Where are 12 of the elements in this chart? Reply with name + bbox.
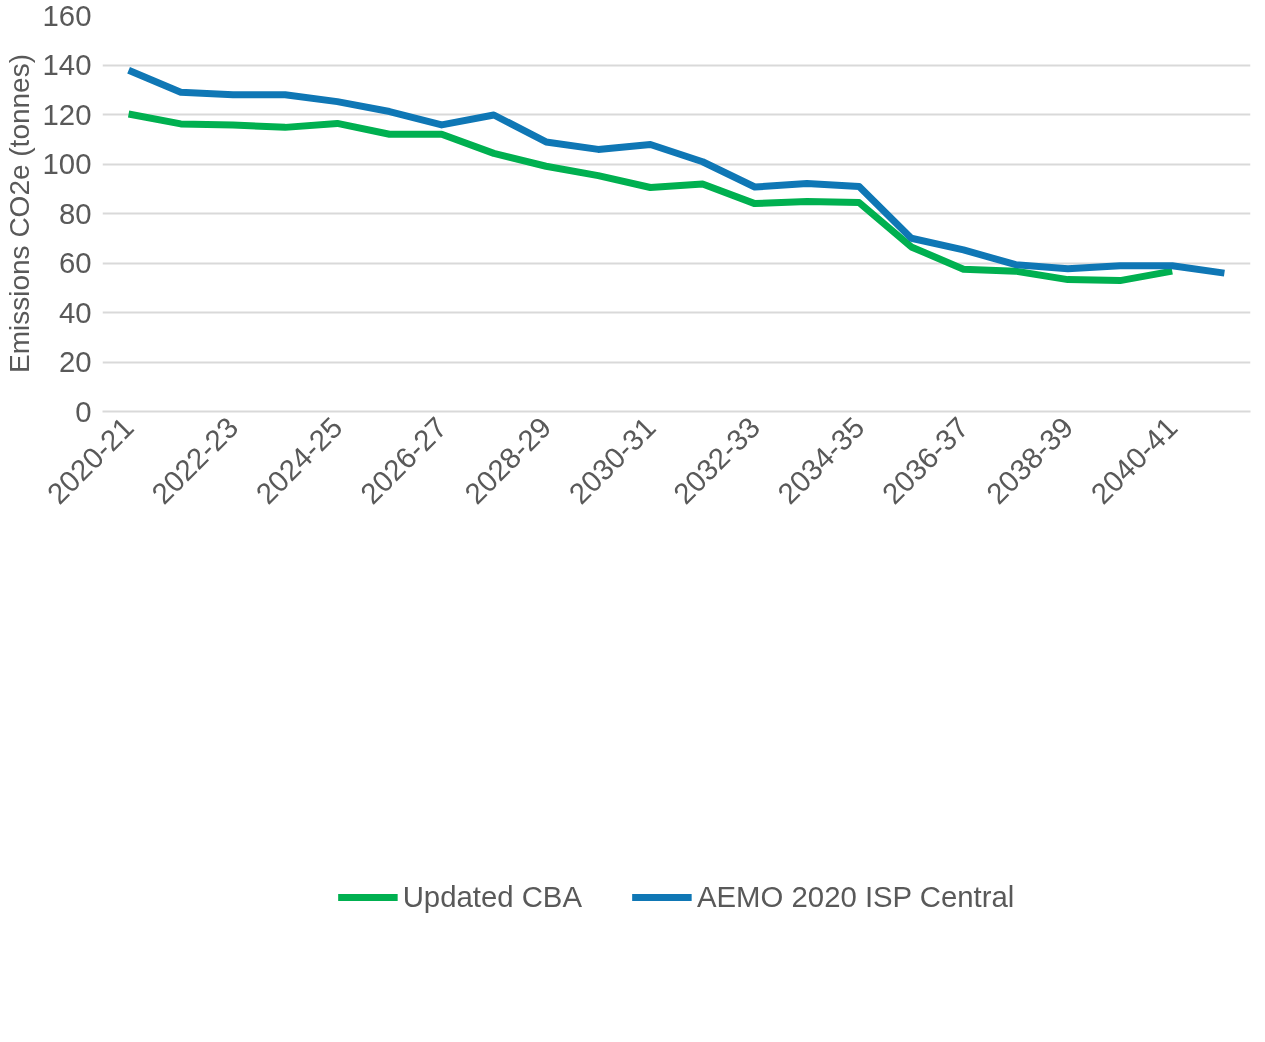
legend-label: AEMO 2020 ISP Central bbox=[697, 879, 1015, 914]
y-tick-label: 140 bbox=[42, 48, 92, 81]
y-tick-label: 100 bbox=[42, 147, 92, 180]
y-tick-label: 80 bbox=[58, 196, 92, 230]
y-axis-title: Emissions CO2e (tonnes) bbox=[3, 53, 35, 373]
y-tick-label: 0 bbox=[75, 394, 92, 428]
y-tick-label: 120 bbox=[42, 97, 92, 131]
y-tick-label: 160 bbox=[42, 0, 92, 32]
legend-label: Updated CBA bbox=[402, 879, 582, 914]
y-tick-label: 40 bbox=[58, 295, 92, 329]
y-tick-label: 60 bbox=[58, 246, 92, 279]
y-tick-label: 20 bbox=[58, 345, 92, 378]
